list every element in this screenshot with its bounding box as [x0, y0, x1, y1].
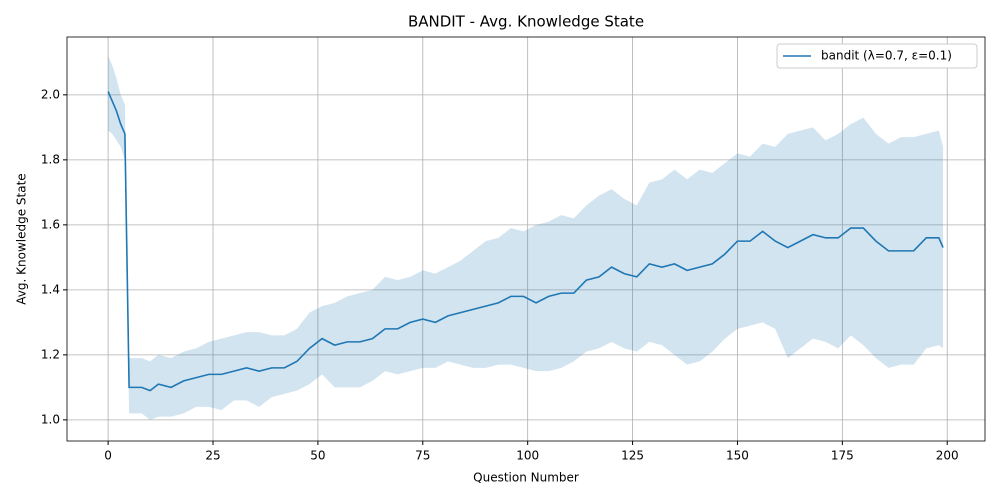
x-tick-label: 100 — [516, 449, 539, 463]
legend-box — [776, 43, 978, 69]
x-tick-label: 150 — [726, 449, 749, 463]
y-axis-label: Avg. Knowledge State — [15, 173, 29, 304]
x-tick-label: 175 — [831, 449, 854, 463]
line — [107, 91, 944, 392]
chart-title: BANDIT - Avg. Knowledge State — [408, 13, 644, 31]
y-tick-label: 2.0 — [41, 87, 60, 101]
y-tick-label: 1.0 — [41, 412, 60, 426]
x-tick-label: 0 — [104, 449, 112, 463]
legend-label: bandit (λ=0.7, ε=0.1) — [821, 49, 952, 63]
x-tick-label: 25 — [205, 449, 220, 463]
x-tick-label: 200 — [936, 449, 959, 463]
x-tick-label: 50 — [310, 449, 325, 463]
y-tick-label: 1.4 — [41, 282, 60, 296]
y-tick-label: 1.2 — [41, 347, 60, 361]
plot-frame — [66, 36, 986, 442]
x-tick-label: 75 — [415, 449, 430, 463]
y-tick-label: 1.8 — [41, 152, 60, 166]
x-axis-label: Question Number — [473, 471, 579, 485]
x-tick-label: 125 — [621, 449, 644, 463]
confidence-band — [108, 55, 944, 420]
y-tick-label: 1.6 — [41, 217, 60, 231]
